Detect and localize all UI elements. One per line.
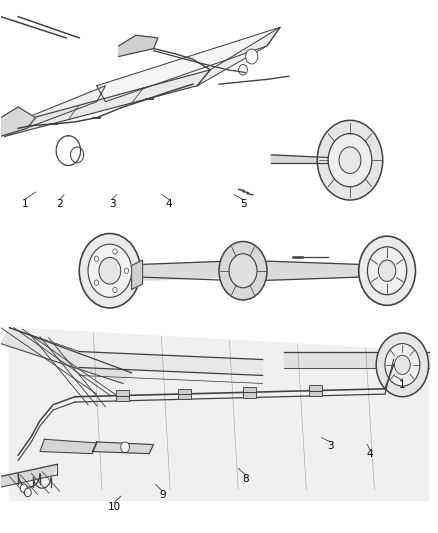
Circle shape: [385, 344, 420, 386]
Polygon shape: [285, 352, 428, 368]
Polygon shape: [79, 352, 263, 375]
Bar: [117, 390, 130, 401]
Polygon shape: [1, 107, 35, 136]
Polygon shape: [1, 328, 132, 383]
Polygon shape: [92, 442, 153, 454]
Text: 3: 3: [327, 441, 334, 451]
Circle shape: [395, 356, 410, 374]
Text: 1: 1: [21, 199, 28, 209]
Polygon shape: [119, 35, 158, 56]
Circle shape: [94, 256, 99, 262]
Circle shape: [88, 244, 132, 297]
Bar: [308, 385, 321, 396]
Text: 4: 4: [366, 449, 373, 458]
Polygon shape: [5, 70, 210, 136]
Circle shape: [113, 249, 117, 254]
Circle shape: [94, 280, 99, 285]
Circle shape: [367, 247, 407, 295]
Circle shape: [20, 484, 27, 492]
Polygon shape: [10, 328, 428, 500]
Circle shape: [113, 287, 117, 293]
Circle shape: [121, 442, 130, 453]
Circle shape: [246, 49, 258, 64]
Polygon shape: [40, 439, 97, 454]
Circle shape: [376, 333, 428, 397]
Circle shape: [219, 241, 267, 300]
Circle shape: [378, 260, 396, 281]
Circle shape: [328, 134, 372, 187]
Polygon shape: [97, 27, 280, 102]
Text: 5: 5: [240, 199, 246, 209]
Circle shape: [229, 254, 257, 288]
Text: 3: 3: [109, 199, 115, 209]
Bar: [177, 389, 191, 399]
Text: 9: 9: [159, 490, 166, 500]
Circle shape: [239, 64, 247, 75]
Polygon shape: [1, 464, 57, 487]
Polygon shape: [272, 155, 328, 163]
Text: 10: 10: [108, 502, 121, 512]
Circle shape: [124, 268, 129, 273]
Text: 1: 1: [399, 379, 406, 390]
Polygon shape: [132, 260, 143, 289]
Polygon shape: [267, 261, 359, 280]
Text: 8: 8: [242, 474, 248, 484]
Circle shape: [99, 257, 121, 284]
Circle shape: [359, 236, 416, 305]
Text: 2: 2: [57, 199, 63, 209]
Circle shape: [339, 147, 361, 173]
Polygon shape: [197, 27, 280, 86]
Polygon shape: [143, 261, 228, 280]
Polygon shape: [5, 86, 106, 136]
Text: 4: 4: [166, 199, 172, 209]
Bar: [243, 387, 256, 398]
Circle shape: [79, 233, 141, 308]
Circle shape: [317, 120, 383, 200]
Polygon shape: [10, 328, 79, 368]
Circle shape: [24, 488, 31, 497]
